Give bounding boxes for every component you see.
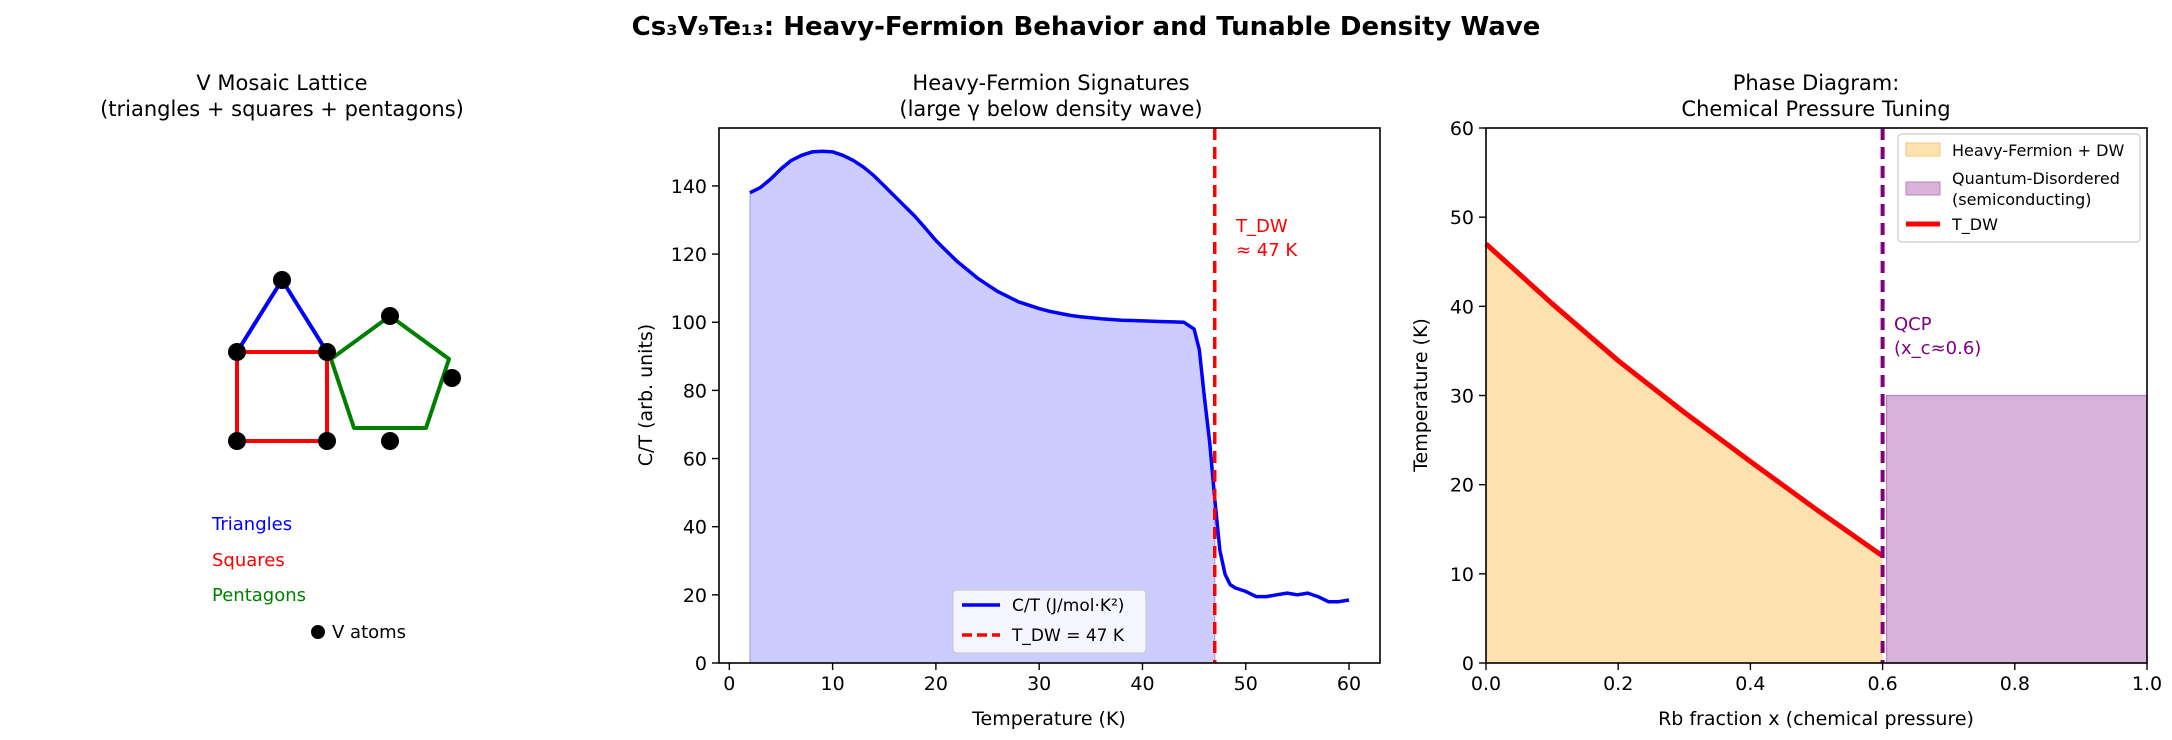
x-tick-label: 0.2	[1603, 673, 1633, 695]
x-tick-label: 50	[1234, 673, 1258, 695]
y-axis-ticks: 0 20 40 60 80 100 120 140	[671, 176, 719, 675]
y-tick-label: 20	[683, 585, 707, 607]
panel-heat-capacity: Heavy-Fermion Signatures (large γ below …	[635, 71, 1381, 730]
legend-tdw-label: T_DW	[1951, 215, 1998, 235]
y-tick-label: 80	[683, 380, 707, 402]
y-tick-label: 0	[695, 653, 707, 675]
v-atom	[381, 307, 399, 325]
y-tick-label: 40	[1450, 296, 1474, 318]
x-tick-label: 0.0	[1471, 673, 1501, 695]
x-tick-label: 60	[1337, 673, 1361, 695]
triangle-shape	[235, 278, 329, 354]
pd-title-line1: Phase Diagram:	[1733, 71, 1900, 95]
y-tick-label: 50	[1450, 207, 1474, 229]
legend-tdw-label: T_DW = 47 K	[1011, 626, 1125, 646]
panel-phase-diagram: Phase Diagram: Chemical Pressure Tuning …	[1410, 71, 2162, 730]
y-tick-label: 30	[1450, 386, 1474, 408]
y-tick-label: 0	[1462, 653, 1474, 675]
heavy-fermion-region	[1486, 243, 1883, 663]
hf-x-label: Temperature (K)	[971, 708, 1126, 730]
hf-title-line2: (large γ below density wave)	[899, 97, 1202, 121]
legend-pentagons: Pentagons	[212, 585, 306, 606]
tdw-annotation-line2: ≈ 47 K	[1236, 240, 1298, 261]
x-tick-label: 20	[924, 673, 948, 695]
x-tick-label: 10	[821, 673, 845, 695]
legend-qd-label-line1: Quantum-Disordered	[1952, 169, 2120, 188]
x-tick-label: 0	[723, 673, 735, 695]
hf-title-line1: Heavy-Fermion Signatures	[912, 71, 1189, 95]
pd-title-line2: Chemical Pressure Tuning	[1681, 97, 1950, 121]
legend-hf-swatch	[1905, 142, 1941, 157]
ct-area-fill	[749, 150, 1216, 664]
pd-x-label: Rb fraction x (chemical pressure)	[1658, 708, 1974, 730]
x-tick-label: 30	[1027, 673, 1051, 695]
legend-triangles: Triangles	[211, 514, 292, 535]
plot-frame	[718, 127, 1381, 664]
legend-ct-label: C/T (J/mol·K²)	[1012, 596, 1124, 616]
y-tick-label: 60	[1450, 118, 1474, 140]
y-tick-label: 140	[671, 176, 707, 198]
legend-v-atoms: V atoms	[332, 622, 406, 643]
legend-qd-label-line2: (semiconducting)	[1952, 190, 2092, 209]
pd-legend: Heavy-Fermion + DW Quantum-Disordered (s…	[1897, 133, 2141, 243]
legend-hf-label: Heavy-Fermion + DW	[1952, 141, 2124, 160]
lattice-title-line1: V Mosaic Lattice	[196, 71, 367, 95]
x-tick-label: 0.4	[1735, 673, 1765, 695]
legend-squares: Squares	[212, 550, 285, 571]
y-tick-label: 20	[1450, 475, 1474, 497]
x-tick-label: 0.6	[1867, 673, 1897, 695]
hf-legend: C/T (J/mol·K²) T_DW = 47 K	[952, 589, 1147, 654]
y-tick-label: 10	[1450, 564, 1474, 586]
legend-box	[952, 589, 1147, 654]
y-tick-label: 120	[671, 244, 707, 266]
tdw-annotation-line1: T_DW	[1235, 216, 1288, 237]
pd-y-label: Temperature (K)	[1410, 318, 1432, 473]
y-tick-label: 40	[683, 517, 707, 539]
x-tick-label: 0.8	[2000, 673, 2030, 695]
plot-frame	[1485, 127, 2148, 664]
pentagon-shape	[329, 314, 451, 430]
lattice-title-line2: (triangles + squares + pentagons)	[100, 97, 464, 121]
qcp-annotation-line1: QCP	[1894, 314, 1932, 335]
x-tick-label: 1.0	[2132, 673, 2162, 695]
legend-qd-swatch	[1905, 181, 1941, 196]
suptitle: Cs₃V₉Te₁₃: Heavy-Fermion Behavior and Tu…	[632, 12, 1541, 42]
v-atom	[228, 343, 246, 361]
v-atom	[318, 432, 336, 450]
legend-v-atom-marker	[311, 625, 325, 639]
y-tick-label: 100	[671, 312, 707, 334]
hf-y-label: C/T (arb. units)	[635, 324, 657, 466]
qcp-annotation-line2: (x_c≈0.6)	[1894, 338, 1981, 359]
x-tick-label: 40	[1130, 673, 1154, 695]
v-atom	[443, 369, 461, 387]
x-axis-ticks: 0.0 0.2 0.4 0.6 0.8 1.0	[1471, 663, 2162, 695]
v-atom	[381, 432, 399, 450]
panel-lattice: V Mosaic Lattice (triangles + squares + …	[100, 71, 464, 643]
square-shape	[235, 350, 329, 443]
v-atom	[228, 432, 246, 450]
v-atom	[273, 271, 291, 289]
quantum-disordered-region	[1885, 394, 2148, 664]
x-axis-ticks: 0 10 20 30 40 50 60	[723, 663, 1361, 695]
y-axis-ticks: 0 10 20 30 40 50 60	[1450, 118, 1486, 675]
legend-box	[1897, 133, 2141, 243]
tdw-curve	[1484, 242, 1885, 559]
y-tick-label: 60	[683, 449, 707, 471]
v-atom	[318, 343, 336, 361]
ct-curve	[749, 149, 1350, 604]
